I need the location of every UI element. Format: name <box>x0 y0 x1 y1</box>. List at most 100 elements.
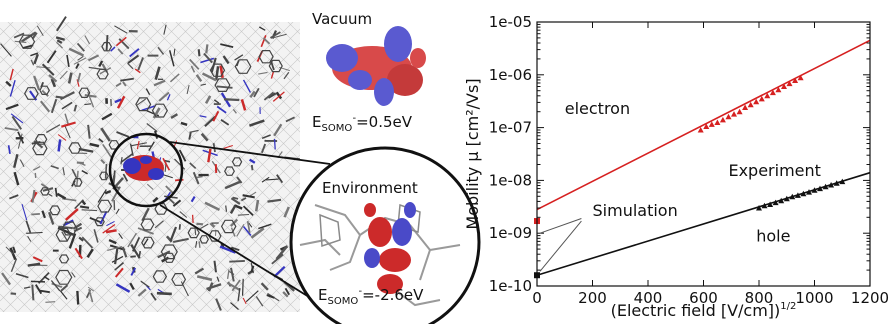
molecule-bond <box>59 290 68 300</box>
molecule-bond <box>30 280 46 283</box>
molecule-bond <box>93 229 99 243</box>
molecule-bond <box>32 165 41 171</box>
molecule-bond <box>201 72 217 82</box>
molecule-bond <box>50 78 57 88</box>
molecule-ring <box>32 141 48 156</box>
molecule-ring <box>68 142 82 154</box>
molecule-bond <box>212 110 220 122</box>
experiment-point-electron <box>736 108 743 115</box>
molecule-bond <box>50 165 59 170</box>
molecule-bond <box>36 66 51 69</box>
molecule-bond <box>71 168 79 180</box>
molecule-bond <box>30 59 35 66</box>
experiment-point-hole <box>811 187 818 193</box>
molecule-bond <box>230 197 241 205</box>
molecule-bond <box>19 159 25 168</box>
molecule-bond <box>186 84 190 95</box>
molecule-bond <box>230 267 235 282</box>
molecule-bond <box>120 157 123 165</box>
molecule-bond <box>130 267 137 276</box>
molecule-bond <box>213 260 217 273</box>
molecule-bond <box>116 95 126 109</box>
x-tick-label: 600 <box>689 289 718 307</box>
molecule-bond <box>260 143 267 154</box>
molecule-bond <box>223 98 240 102</box>
molecule-bond <box>13 171 20 186</box>
molecule-bond <box>229 271 235 275</box>
molecule-bond <box>43 275 50 281</box>
molecule-bond <box>121 246 128 258</box>
molecule-bond <box>66 54 70 67</box>
molecule-bond <box>131 237 141 252</box>
environment-zoom-circle <box>289 146 481 324</box>
molecule-bond <box>104 189 112 195</box>
molecule-bond <box>118 232 123 240</box>
molecule-bond <box>207 148 212 163</box>
molecule-bond <box>99 210 108 225</box>
molecule-ring <box>214 78 231 92</box>
molecule-bond <box>200 132 209 142</box>
molecule-bond <box>223 144 233 149</box>
molecule-bond <box>27 235 32 242</box>
molecule-bond <box>192 171 200 185</box>
molecule-bond <box>81 169 88 175</box>
molecule-bond <box>41 210 46 219</box>
experiment-point-hole <box>839 178 846 185</box>
molecule-bond <box>196 175 203 179</box>
molecule-bond <box>57 139 62 152</box>
experiment-point-electron <box>714 119 721 125</box>
molecule-bond <box>170 113 179 119</box>
molecule-bond <box>5 80 12 87</box>
molecule-bond <box>242 194 255 199</box>
molecule-bond <box>232 196 239 200</box>
molecule-bond <box>220 43 234 48</box>
experiment-point-hole <box>756 205 762 211</box>
molecule-bond <box>36 25 44 36</box>
molecule-bond <box>250 227 265 239</box>
molecule-bond <box>191 214 194 224</box>
experiment-point-electron <box>775 86 782 93</box>
molecule-bond <box>224 180 241 190</box>
environment-molecule <box>299 202 461 307</box>
molecule-bond <box>67 72 73 84</box>
molecule-bond <box>130 244 141 259</box>
molecule-bond <box>138 250 142 257</box>
molecule-bond <box>196 275 213 282</box>
electron-annotation: electron <box>565 99 630 118</box>
molecule-ring <box>171 273 187 286</box>
molecule-bond <box>10 258 18 273</box>
molecule-bond <box>47 193 53 197</box>
molecule-bond <box>175 178 184 182</box>
molecule-bond <box>81 209 98 212</box>
molecule-bond <box>225 205 228 212</box>
molecule-bond <box>5 103 19 111</box>
molecule-bond <box>189 129 199 134</box>
experiment-point-electron <box>797 74 804 81</box>
molecule-bond <box>127 232 137 248</box>
molecule-bond <box>266 294 275 299</box>
molecule-bond <box>242 79 252 93</box>
experiment-point-electron <box>703 123 710 129</box>
molecule-bond <box>88 288 94 303</box>
molecule-bond <box>115 82 122 88</box>
molecule-bond <box>245 290 259 303</box>
molecule-bond <box>9 194 19 200</box>
molecule-bond <box>30 52 39 57</box>
molecule-ring <box>224 166 235 176</box>
molecule-bond <box>4 127 19 132</box>
molecule-bond <box>173 140 178 148</box>
molecule-bond <box>153 79 166 87</box>
molecule-bond <box>173 48 176 56</box>
molecule-bond <box>203 52 213 64</box>
molecule-bond <box>165 185 174 194</box>
molecule-bond <box>275 91 283 100</box>
y-tick-label: 1e-07 <box>489 119 532 137</box>
molecule-bond <box>262 37 271 45</box>
molecule-ring <box>40 187 50 196</box>
y-tick-label: 1e-09 <box>489 224 532 242</box>
molecule-bond <box>102 143 113 159</box>
molecule-bond <box>200 83 207 86</box>
molecule-bond <box>136 140 140 150</box>
molecule-bond <box>250 164 254 171</box>
